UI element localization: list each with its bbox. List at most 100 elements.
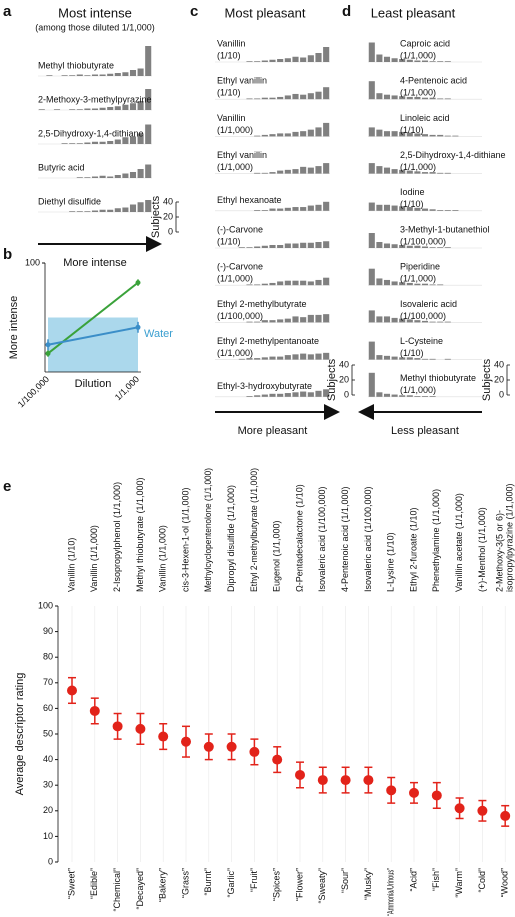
series-line — [47, 326, 139, 346]
histogram-bar — [406, 132, 413, 137]
histogram-bar — [421, 60, 429, 62]
histogram-bar — [406, 96, 413, 100]
histogram-bar — [277, 393, 284, 397]
histogram-bar — [84, 177, 91, 178]
odor-dilution: (1/100,000) — [400, 236, 446, 246]
histogram-bar — [292, 169, 299, 174]
histogram-bar — [246, 321, 253, 323]
histogram-bar — [323, 389, 330, 397]
y-tick-label: 100 — [38, 600, 53, 610]
histogram-bar — [421, 97, 429, 100]
histogram-bar — [383, 279, 391, 286]
histogram-bar — [254, 246, 261, 248]
histogram-bar — [406, 395, 413, 397]
histogram-bar — [99, 107, 106, 110]
histogram-bar — [391, 95, 398, 100]
histogram-bar — [421, 134, 429, 137]
descriptor-label: “Ammonia/Urinous” — [386, 868, 396, 916]
histogram-bar — [444, 61, 451, 62]
histogram-bar — [254, 284, 261, 286]
descriptor-label: “Fruit” — [249, 868, 259, 892]
histogram-bar — [444, 321, 451, 323]
histogram-bar — [246, 61, 253, 62]
histogram-bar — [254, 135, 261, 137]
histogram-bar — [277, 281, 284, 286]
descriptor-label: “Edible” — [89, 868, 99, 899]
odor-dilution: (1/1,000) — [400, 385, 436, 395]
histogram-bar — [300, 207, 307, 211]
odor-label: isopropylpyrazine (1/1,000) — [505, 483, 515, 592]
histogram-bar — [122, 207, 129, 212]
histogram-bar — [421, 283, 429, 286]
descriptor-label: “Fish” — [431, 868, 441, 891]
odor-name: 2-Methoxy-3-methylpyrazine — [38, 94, 152, 104]
histogram-bar — [414, 207, 421, 211]
histogram-bar — [391, 58, 398, 62]
y-tick-label: 80 — [43, 652, 53, 662]
y-tick-label: 40 — [494, 359, 504, 369]
histogram-bar — [261, 134, 268, 137]
histogram-bar — [114, 208, 121, 212]
histogram-bar — [300, 280, 307, 286]
odor-name: L-Cysteine — [400, 336, 443, 346]
histogram-bar — [246, 358, 253, 360]
x-tick-label: 1/100,000 — [16, 374, 51, 409]
histogram-bar — [391, 169, 398, 174]
histogram-bar — [414, 96, 421, 100]
histogram-bar — [269, 208, 276, 211]
histogram-bar — [444, 358, 451, 360]
histogram-bar — [91, 210, 99, 212]
histogram-bar — [437, 247, 444, 248]
panel-letter: e — [3, 478, 11, 495]
histogram-bar — [69, 109, 76, 110]
histogram-bar — [277, 208, 284, 211]
odor-dilution: (1/1,000) — [217, 162, 253, 172]
odor-label: 2-Isopropylphenol (1/1,000) — [112, 482, 122, 592]
odor-name: Ethyl vanillin — [217, 76, 267, 86]
histogram-bar — [414, 320, 421, 323]
y-tick-label: 20 — [43, 805, 53, 815]
histogram-bar — [246, 396, 253, 397]
histogram-bar — [277, 133, 284, 137]
histogram-bar — [107, 209, 114, 212]
histogram-bar — [391, 205, 398, 211]
odor-name: Piperidine — [400, 262, 440, 272]
odor-label: Ethyl 2-furoate (1/10) — [408, 507, 418, 592]
histogram-bar — [254, 358, 261, 360]
histogram-bar — [437, 61, 444, 62]
descriptor-label: “Musky” — [363, 868, 373, 900]
histogram-bar — [368, 372, 375, 397]
histogram-bar — [323, 241, 330, 248]
histogram-bar — [323, 122, 330, 137]
descriptor-label: “Acid” — [408, 868, 418, 892]
histogram-bar — [300, 353, 307, 360]
histogram-bar — [84, 211, 91, 212]
histogram-bar — [368, 233, 375, 248]
histogram-bar — [429, 172, 436, 174]
odor-name: (-)-Carvone — [217, 224, 263, 234]
histogram-bar — [254, 172, 261, 174]
odor-label: Isovaleric acid (1/100,000) — [317, 486, 327, 592]
histogram-bar — [315, 204, 322, 211]
histogram-bar — [421, 396, 429, 397]
odor-label: Vanillin (1/10) — [66, 538, 76, 592]
histogram-bar — [269, 320, 276, 323]
histogram-bar — [437, 134, 444, 137]
histogram-bar — [246, 247, 253, 248]
histogram-bar — [277, 96, 284, 100]
histogram-bar — [137, 133, 144, 144]
histogram-bar — [284, 243, 291, 248]
histogram-bar — [391, 131, 398, 137]
histogram-bar — [437, 284, 444, 286]
panel-title: Most intense — [58, 5, 132, 20]
histogram-bar — [383, 56, 391, 62]
odor-name: Iodine — [400, 187, 425, 197]
histogram-bar — [414, 358, 421, 360]
histogram-bar — [292, 316, 299, 323]
histogram-bar — [307, 392, 314, 397]
histogram-bar — [292, 56, 299, 62]
histogram-bar — [76, 143, 83, 144]
odor-label: Methyl thiobutyrate (1/1,000) — [135, 477, 145, 592]
